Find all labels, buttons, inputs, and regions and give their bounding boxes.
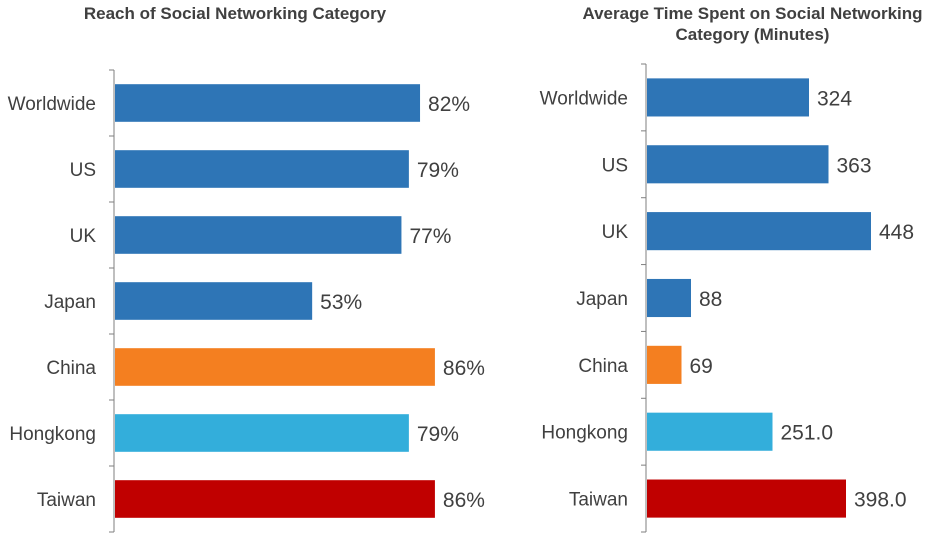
- category-label: Worldwide: [540, 88, 628, 109]
- value-label: 448: [879, 221, 914, 244]
- category-label: Hongkong: [541, 423, 628, 444]
- value-label: 398.0: [854, 489, 907, 512]
- value-label: 88: [699, 288, 722, 311]
- category-label: Taiwan: [569, 490, 628, 511]
- category-label: US: [602, 155, 628, 176]
- value-label: 53%: [320, 291, 362, 314]
- category-label: Japan: [44, 292, 96, 313]
- bar-hongkong: [647, 412, 773, 451]
- bar-us: [647, 145, 829, 184]
- bar-japan: [647, 278, 691, 318]
- bar-worldwide: [647, 78, 809, 117]
- time-spent-chart-title: Average Time Spent on Social Networking …: [582, 4, 923, 44]
- value-label: 79%: [417, 423, 459, 446]
- reach-chart-title: Reach of Social Networking Category: [83, 4, 387, 23]
- category-label: Hongkong: [9, 424, 96, 445]
- bar-china: [115, 348, 435, 386]
- category-label: China: [46, 358, 96, 379]
- value-label: 79%: [417, 159, 459, 182]
- category-label: UK: [70, 226, 97, 247]
- category-label: UK: [602, 222, 629, 243]
- value-label: 324: [817, 87, 852, 110]
- bar-taiwan: [647, 479, 846, 518]
- category-label: Worldwide: [8, 94, 96, 115]
- category-label: US: [70, 160, 96, 181]
- value-label: 251.0: [781, 422, 834, 445]
- bar-hongkong: [115, 414, 409, 452]
- value-label: 86%: [443, 489, 485, 512]
- bar-japan: [115, 282, 313, 320]
- value-label: 77%: [409, 225, 451, 248]
- bar-us: [115, 150, 409, 188]
- value-label: 86%: [443, 357, 485, 380]
- time-spent-chart: Average Time Spent on Social Networking …: [500, 0, 944, 533]
- value-label: 69: [690, 355, 713, 378]
- bar-taiwan: [115, 480, 435, 518]
- category-label: Taiwan: [37, 490, 96, 511]
- category-label: Japan: [576, 289, 628, 310]
- value-label: 82%: [428, 93, 470, 116]
- reach-chart: Reach of Social Networking Category Worl…: [8, 4, 485, 533]
- value-label: 363: [837, 154, 872, 177]
- bar-uk: [647, 212, 871, 251]
- bar-uk: [115, 216, 402, 254]
- bar-china: [647, 345, 682, 384]
- time-spent-chart-plot: Worldwide 324 US 363 UK 448 Japan 88 China 69 Hong…: [540, 63, 914, 533]
- bar-worldwide: [115, 84, 421, 122]
- reach-chart-plot: Worldwide 82% US 79% UK 77% Japan 53% China 86% Ho…: [8, 69, 485, 533]
- category-label: China: [578, 356, 628, 377]
